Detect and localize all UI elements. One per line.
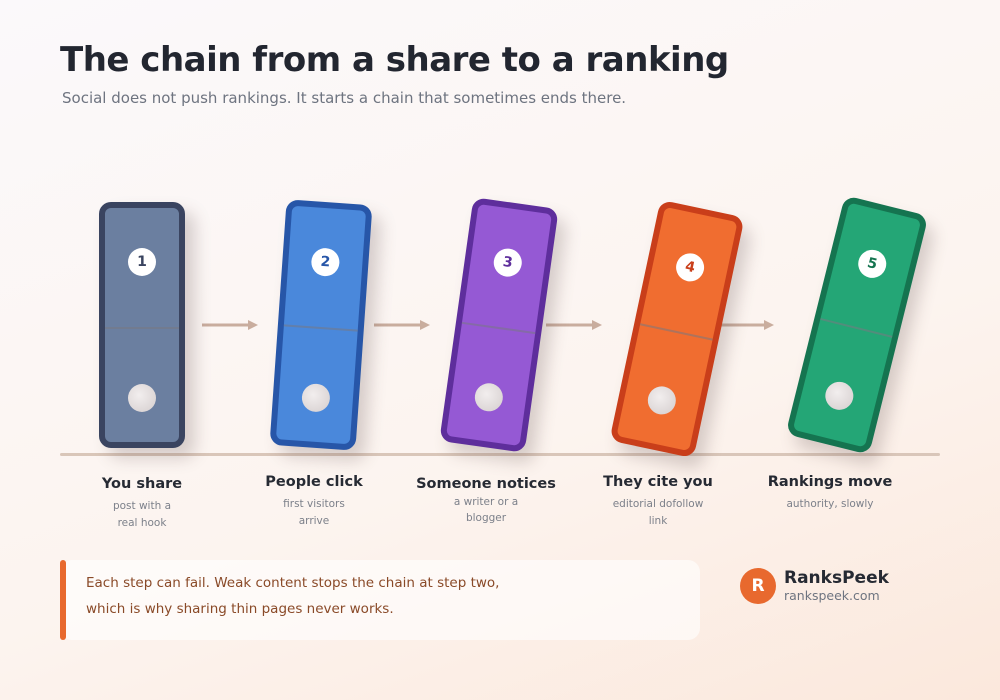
domino-pip xyxy=(128,384,156,412)
step-number-badge: 4 xyxy=(673,251,706,284)
step-number-badge: 3 xyxy=(492,247,524,279)
brand-name: RanksPeek xyxy=(784,568,889,588)
step-label-2: People click first visitors arrive xyxy=(229,474,399,530)
domino-step-2: 2 xyxy=(270,199,373,450)
domino-step-5: 5 xyxy=(786,195,929,454)
arrow-icon xyxy=(718,319,774,331)
ground-line xyxy=(60,453,940,456)
step-description: first visitors arrive xyxy=(279,496,349,530)
step-title: Rankings move xyxy=(745,474,915,490)
callout-note: Each step can fail. Weak content stops t… xyxy=(60,560,700,640)
step-title: They cite you xyxy=(573,474,743,490)
step-description: editorial dofollow link xyxy=(608,496,708,530)
brand-url: rankspeek.com xyxy=(784,588,880,603)
callout-text: Each step can fail. Weak content stops t… xyxy=(86,570,526,622)
domino-divider xyxy=(462,322,536,334)
domino-step-1: 1 xyxy=(99,202,185,448)
step-label-1: You share post with a real hook xyxy=(57,476,227,532)
step-title: You share xyxy=(57,476,227,492)
arrow-icon xyxy=(374,319,430,331)
arrow-icon xyxy=(546,319,602,331)
step-number-badge: 2 xyxy=(310,247,340,277)
step-label-5: Rankings move authority, slowly xyxy=(745,474,915,513)
brand-logo-icon: R xyxy=(740,568,776,604)
domino-divider xyxy=(820,318,892,338)
domino-divider xyxy=(105,327,179,329)
domino-pip xyxy=(822,379,856,413)
step-title: People click xyxy=(229,474,399,490)
step-number-badge: 1 xyxy=(128,248,156,276)
callout-accent-bar xyxy=(60,560,66,640)
step-title: Someone notices xyxy=(401,476,571,492)
arrow-icon xyxy=(202,319,258,331)
domino-divider xyxy=(284,324,358,331)
domino-step-3: 3 xyxy=(439,197,558,453)
domino-chain: 1 2 3 4 5 You share post with a real hoo… xyxy=(0,0,1000,560)
step-description: a writer or a blogger xyxy=(451,494,521,526)
step-description: post with a real hook xyxy=(107,498,177,532)
step-description: authority, slowly xyxy=(780,496,880,513)
domino-divider xyxy=(640,323,713,340)
step-label-4: They cite you editorial dofollow link xyxy=(573,474,743,530)
domino-pip xyxy=(645,384,678,417)
domino-pip xyxy=(301,383,331,413)
step-label-3: Someone notices a writer or a blogger xyxy=(401,476,571,526)
domino-pip xyxy=(473,381,505,413)
step-number-badge: 5 xyxy=(855,247,889,281)
